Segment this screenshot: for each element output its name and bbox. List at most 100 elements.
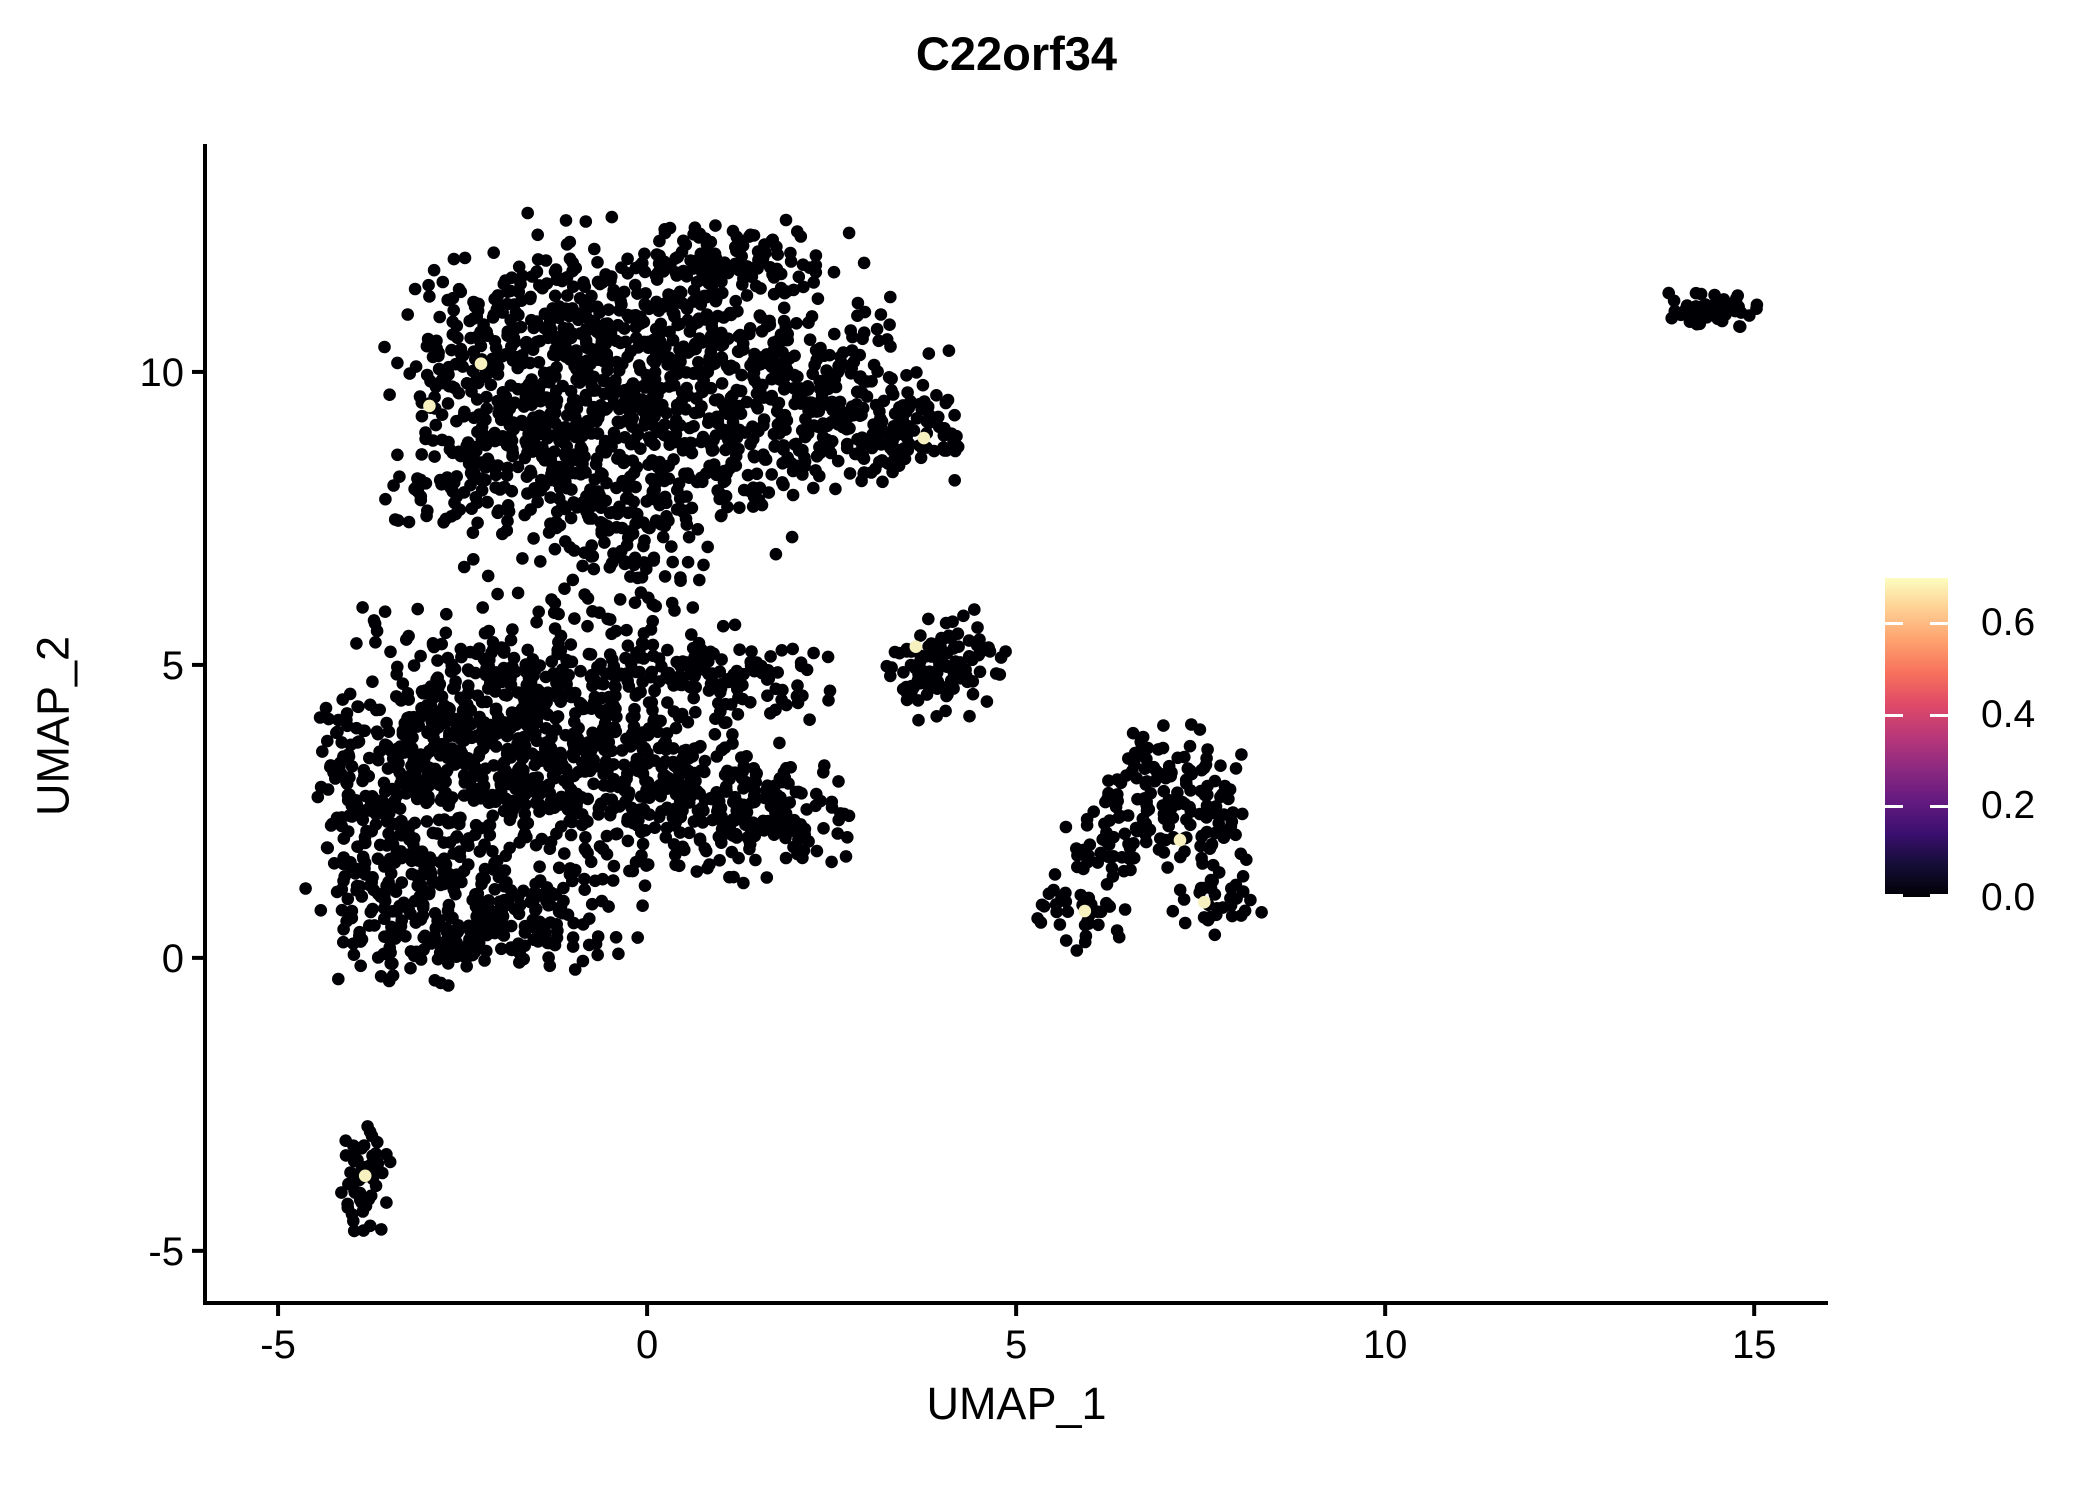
data-point [676, 840, 689, 854]
data-point [513, 946, 526, 960]
data-point [636, 743, 650, 757]
data-point [464, 478, 477, 492]
data-point [660, 406, 673, 420]
data-point [620, 623, 633, 637]
data-point [683, 826, 696, 840]
data-point [1091, 856, 1104, 869]
data-point [371, 852, 385, 865]
data-point [608, 679, 621, 692]
data-point [755, 325, 769, 338]
data-point [313, 711, 327, 724]
data-point [554, 820, 568, 833]
data-point [588, 242, 601, 256]
data-point [626, 377, 640, 390]
data-point [689, 681, 702, 694]
data-point [570, 415, 584, 429]
data-point [366, 790, 379, 803]
data-point [557, 665, 570, 679]
data-point [1183, 739, 1197, 753]
data-point [335, 811, 349, 824]
data-point [656, 472, 670, 486]
data-point [1164, 769, 1177, 783]
data-point [624, 570, 637, 583]
data-point [654, 458, 668, 472]
data-point [344, 738, 358, 752]
data-point [1225, 882, 1238, 895]
data-point [701, 861, 714, 875]
data-point [786, 488, 800, 502]
data-point [673, 492, 687, 505]
data-point [744, 696, 757, 709]
data-point [515, 414, 529, 428]
data-point [718, 474, 732, 488]
data-point [379, 492, 392, 506]
data-point [1206, 874, 1219, 888]
data-point [544, 916, 557, 929]
data-point [773, 736, 786, 750]
data-point [367, 1156, 381, 1169]
data-point [453, 850, 467, 864]
data-point [710, 338, 723, 351]
data-point [1130, 771, 1143, 785]
data-point [763, 261, 777, 274]
data-point [922, 347, 936, 360]
data-point [557, 690, 570, 704]
data-point [564, 511, 578, 525]
data-point [565, 483, 578, 496]
data-point [687, 420, 700, 433]
data-point [1100, 896, 1113, 910]
data-point [558, 847, 571, 860]
data-point [666, 811, 680, 824]
data-point [452, 386, 466, 400]
data-point [432, 362, 446, 376]
data-point [1101, 850, 1115, 863]
data-point [340, 713, 353, 727]
data-point [930, 389, 943, 402]
data-point [1135, 739, 1149, 753]
data-point [422, 793, 436, 807]
data-point [1173, 883, 1187, 897]
data-point [729, 449, 743, 463]
data-point [654, 317, 668, 331]
data-point [441, 948, 454, 962]
data-point [779, 831, 792, 845]
data-point [414, 493, 428, 507]
data-point [1212, 866, 1226, 879]
data-point [356, 774, 369, 788]
data-point [534, 555, 547, 568]
data-point [726, 813, 740, 826]
highlighted-data-point [423, 399, 436, 413]
data-point [916, 442, 929, 455]
data-point [874, 308, 888, 321]
data-point [621, 812, 635, 825]
data-point [1214, 759, 1227, 772]
data-point [454, 811, 467, 825]
data-point [478, 872, 492, 886]
data-point [470, 310, 484, 324]
data-point [594, 399, 608, 412]
data-point [428, 974, 442, 987]
data-point [724, 391, 738, 404]
data-point [558, 582, 571, 595]
data-point [480, 402, 494, 416]
data-point [1235, 748, 1248, 761]
data-point [1178, 845, 1191, 858]
data-point [715, 509, 728, 522]
data-point [1157, 846, 1171, 859]
data-point [828, 415, 841, 428]
data-point [628, 596, 642, 609]
data-point [380, 1148, 393, 1161]
data-point [619, 335, 632, 349]
data-point [384, 957, 398, 970]
data-point [369, 807, 383, 821]
data-point [600, 829, 614, 843]
data-point [579, 831, 592, 844]
data-point [892, 459, 906, 473]
highlighted-data-point [1078, 904, 1092, 918]
data-point [466, 893, 480, 907]
data-point [455, 650, 468, 664]
data-point [747, 449, 761, 463]
data-point [638, 879, 652, 892]
data-point [491, 368, 505, 381]
data-point [769, 367, 783, 380]
